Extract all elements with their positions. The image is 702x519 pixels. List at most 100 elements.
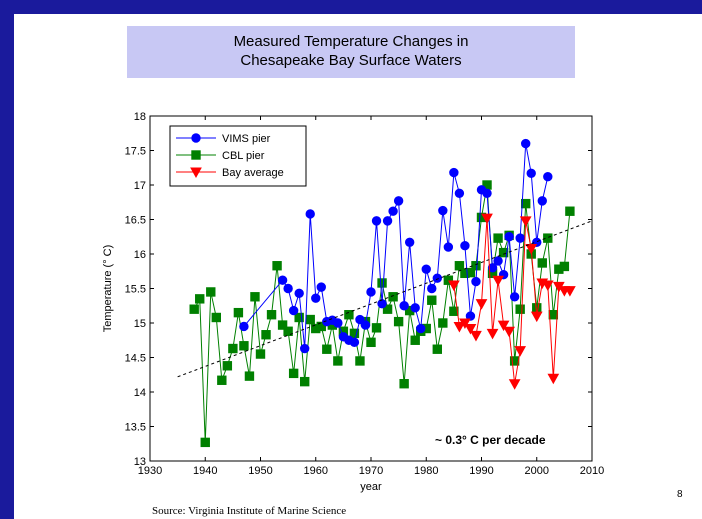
x-tick-label: 1990: [469, 465, 493, 477]
cbl-pier-point: [206, 287, 216, 297]
cbl-pier-point: [465, 267, 476, 278]
x-tick-label: 2000: [525, 465, 549, 477]
vims-pier-point: [515, 233, 525, 243]
legend-marker-vims-pier: [191, 133, 201, 143]
cbl-pier-point: [388, 292, 398, 302]
cbl-pier-point: [211, 312, 222, 323]
y-axis-label: Temperature (° C): [102, 245, 114, 333]
legend-marker-cbl-pier: [191, 150, 201, 160]
x-tick-label: 1930: [138, 465, 162, 477]
x-tick-label: 1980: [414, 465, 438, 477]
vims-pier-point: [526, 168, 536, 178]
bay-average-point: [464, 324, 477, 335]
x-tick-label: 1950: [248, 465, 272, 477]
vims-pier-point: [294, 288, 304, 299]
cbl-pier-point: [244, 371, 255, 381]
left-frame-bar: [0, 0, 14, 519]
vims-pier-point: [465, 311, 476, 321]
vims-pier-point: [360, 320, 371, 330]
cbl-pier-point: [449, 306, 459, 316]
vims-pier-point: [305, 209, 315, 219]
legend-marker-bay-average: [190, 167, 202, 179]
cbl-pier-point: [305, 314, 315, 325]
y-tick-label: 14.5: [125, 353, 146, 365]
slide-title-line-1: Measured Temperature Changes in: [233, 33, 469, 50]
cbl-pier-point: [272, 261, 282, 271]
cbl-pier-point: [454, 261, 465, 271]
cbl-pier-point: [261, 330, 271, 340]
vims-pier-point: [311, 293, 321, 303]
vims-pier-point: [421, 264, 431, 274]
vims-pier-point: [333, 318, 343, 328]
bay-average-point: [486, 328, 499, 340]
vims-pier-point: [366, 287, 376, 297]
bay-average-point: [497, 320, 510, 332]
cbl-pier-point: [228, 343, 238, 354]
vims-pier-point: [388, 206, 398, 216]
bay-average-point: [564, 286, 576, 297]
slide-title-box: Measured Temperature Changes in Chesapea…: [127, 26, 575, 78]
y-tick-label: 14: [134, 387, 146, 399]
cbl-pier-point: [349, 328, 360, 339]
cbl-pier-point: [195, 294, 205, 304]
cbl-pier-point: [438, 318, 448, 328]
slide-title-line-2: Chesapeake Bay Surface Waters: [240, 52, 462, 69]
trend-annotation: ~ 0.3° C per decade: [435, 433, 546, 447]
cbl-pier-point: [294, 312, 304, 323]
cbl-pier-point: [515, 304, 525, 314]
bay-average-point: [519, 216, 532, 227]
cbl-pier-point: [371, 323, 382, 333]
bay-average-point: [453, 321, 466, 333]
bay-average-point: [530, 311, 543, 323]
vims-pier-point: [377, 298, 387, 309]
bay-average-point: [503, 326, 515, 338]
cbl-pier-point: [300, 376, 310, 387]
x-tick-label: 1960: [304, 465, 328, 477]
vims-pier-point: [493, 256, 503, 266]
top-frame-bar: [0, 0, 702, 14]
y-tick-label: 15.5: [125, 284, 146, 296]
cbl-pier-point: [543, 233, 553, 243]
vims-pier-point: [404, 237, 415, 247]
cbl-pier-point: [559, 261, 570, 272]
cbl-pier-point: [277, 320, 288, 330]
vims-pier-point: [371, 216, 382, 226]
vims-pier-point: [300, 343, 310, 354]
cbl-pier-point: [239, 341, 249, 351]
vims-pier-point: [432, 273, 442, 283]
y-tick-label: 13: [134, 456, 146, 468]
vims-pier-point: [454, 188, 465, 198]
cbl-pier-point: [443, 275, 454, 285]
cbl-pier-point: [377, 278, 387, 288]
source-caption: Source: Virginia Institute of Marine Sci…: [152, 505, 347, 517]
bay-average-point: [459, 318, 471, 330]
vims-pier-point: [355, 314, 365, 325]
vims-pier-point: [393, 196, 404, 206]
bay-average-point: [547, 373, 560, 385]
vims-pier-point: [460, 241, 470, 251]
vims-pier-point: [543, 172, 553, 182]
vims-pier-point: [382, 216, 393, 226]
cbl-pier-point: [548, 310, 559, 320]
vims-pier-point: [239, 321, 249, 332]
vims-pier-point: [316, 282, 326, 292]
cbl-pier-point: [255, 349, 266, 359]
vims-pier-point: [283, 283, 293, 294]
x-tick-label: 2010: [580, 465, 604, 477]
cbl-pier-point: [382, 304, 393, 314]
bay-average-point: [481, 213, 493, 225]
vims-pier-point: [521, 138, 531, 149]
cbl-pier-point: [266, 310, 277, 320]
cbl-pier-point: [316, 321, 326, 332]
bay-average-point: [475, 299, 488, 310]
cbl-pier-point: [493, 233, 503, 243]
cbl-pier-point: [410, 335, 420, 345]
legend-label-cbl-pier: CBL pier: [222, 150, 265, 162]
cbl-pier-point: [427, 295, 437, 305]
vims-pier-point: [471, 276, 481, 287]
vims-pier-point: [443, 242, 454, 252]
bay-average-point: [492, 275, 504, 287]
cbl-pier-point: [200, 437, 210, 448]
cbl-pier-point: [233, 307, 244, 318]
